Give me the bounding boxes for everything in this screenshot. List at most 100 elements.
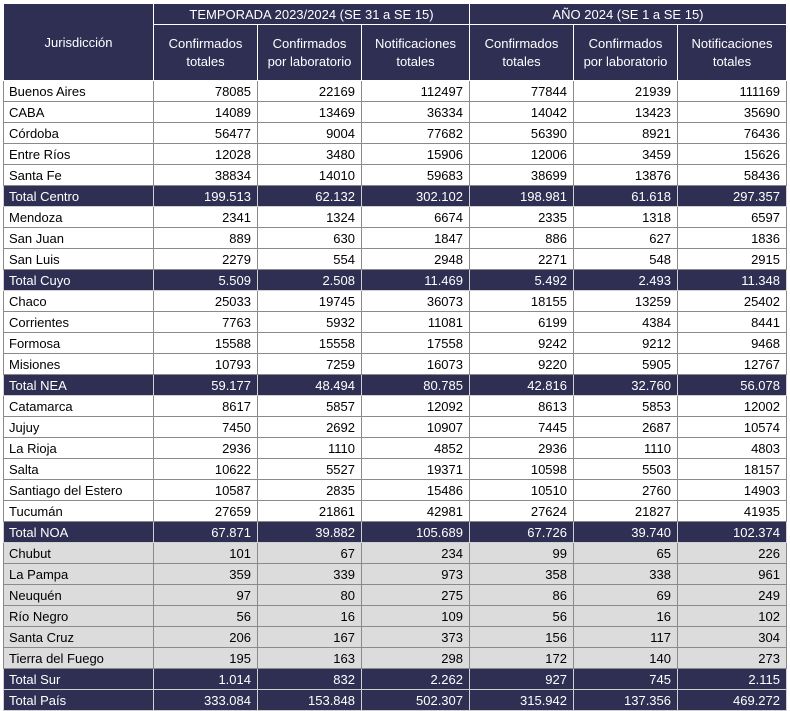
- value-cell: 275: [361, 584, 470, 606]
- value-cell: 15626: [677, 143, 787, 165]
- value-cell: 167: [257, 626, 362, 648]
- value-cell: 109: [361, 605, 470, 627]
- header-group-season: TEMPORADA 2023/2024 (SE 31 a SE 15): [153, 3, 470, 25]
- value-cell: 10587: [153, 479, 258, 501]
- table-row: Chubut 101 67 234 99 65 226: [3, 542, 787, 564]
- header-jurisdiction: Jurisdicción: [3, 3, 154, 81]
- value-cell: 226: [677, 542, 787, 564]
- value-cell: 67.726: [469, 521, 574, 543]
- table-row: Córdoba 56477 9004 77682 56390 8921 76436: [3, 122, 787, 144]
- value-cell: 59683: [361, 164, 470, 186]
- value-cell: 36334: [361, 101, 470, 123]
- jurisdiction-name-cell: Total NEA: [3, 374, 154, 396]
- value-cell: 56477: [153, 122, 258, 144]
- table-row: La Rioja 2936 1110 4852 2936 1110 4803: [3, 437, 787, 459]
- value-cell: 99: [469, 542, 574, 564]
- value-cell: 13259: [573, 290, 678, 312]
- value-cell: 832: [257, 668, 362, 690]
- value-cell: 80.785: [361, 374, 470, 396]
- value-cell: 10510: [469, 479, 574, 501]
- jurisdiction-name-cell: Total NOA: [3, 521, 154, 543]
- value-cell: 67.871: [153, 521, 258, 543]
- value-cell: 67: [257, 542, 362, 564]
- jurisdiction-name-cell: Tucumán: [3, 500, 154, 522]
- value-cell: 297.357: [677, 185, 787, 207]
- value-cell: 62.132: [257, 185, 362, 207]
- table-row: Buenos Aires 78085 22169 112497 77844 21939 11…: [3, 80, 787, 102]
- value-cell: 22169: [257, 80, 362, 102]
- value-cell: 2936: [153, 437, 258, 459]
- table-row: CABA 14089 13469 36334 14042 13423 35690: [3, 101, 787, 123]
- value-cell: 886: [469, 227, 574, 249]
- value-cell: 21939: [573, 80, 678, 102]
- value-cell: 56: [469, 605, 574, 627]
- value-cell: 38699: [469, 164, 574, 186]
- header-col-confirmed-lab-year: Confirmados por laboratorio: [573, 24, 678, 81]
- value-cell: 2692: [257, 416, 362, 438]
- jurisdiction-name-cell: Santa Fe: [3, 164, 154, 186]
- value-cell: 2.262: [361, 668, 470, 690]
- value-cell: 137.356: [573, 689, 678, 711]
- value-cell: 41935: [677, 500, 787, 522]
- value-cell: 5503: [573, 458, 678, 480]
- value-cell: 469.272: [677, 689, 787, 711]
- value-cell: 8617: [153, 395, 258, 417]
- value-cell: 19745: [257, 290, 362, 312]
- header-col-notifications-season: Notificaciones totales: [361, 24, 470, 81]
- value-cell: 373: [361, 626, 470, 648]
- table-row: Santiago del Estero 10587 2835 15486 10510 27…: [3, 479, 787, 501]
- header-col-confirmed-lab-season: Confirmados por laboratorio: [257, 24, 362, 81]
- value-cell: 2.493: [573, 269, 678, 291]
- value-cell: 2279: [153, 248, 258, 270]
- jurisdiction-name-cell: Salta: [3, 458, 154, 480]
- value-cell: 25402: [677, 290, 787, 312]
- value-cell: 554: [257, 248, 362, 270]
- jurisdiction-name-cell: Total Sur: [3, 668, 154, 690]
- data-table-container: Jurisdicción TEMPORADA 2023/2024 (SE 31 …: [3, 3, 787, 711]
- value-cell: 19371: [361, 458, 470, 480]
- header-group-year: AÑO 2024 (SE 1 a SE 15): [469, 3, 787, 25]
- value-cell: 302.102: [361, 185, 470, 207]
- value-cell: 206: [153, 626, 258, 648]
- value-cell: 5853: [573, 395, 678, 417]
- value-cell: 973: [361, 563, 470, 585]
- value-cell: 9004: [257, 122, 362, 144]
- table-body: Buenos Aires 78085 22169 112497 77844 21939 11…: [3, 80, 787, 711]
- value-cell: 12006: [469, 143, 574, 165]
- value-cell: 339: [257, 563, 362, 585]
- value-cell: 11.469: [361, 269, 470, 291]
- value-cell: 117: [573, 626, 678, 648]
- value-cell: 333.084: [153, 689, 258, 711]
- value-cell: 4852: [361, 437, 470, 459]
- table-row: Entre Ríos 12028 3480 15906 12006 3459 15626: [3, 143, 787, 165]
- table-row-total: Total Sur 1.014 832 2.262 927 745 2.115: [3, 668, 787, 690]
- jurisdiction-name-cell: Chubut: [3, 542, 154, 564]
- jurisdiction-name-cell: Mendoza: [3, 206, 154, 228]
- value-cell: 5.509: [153, 269, 258, 291]
- value-cell: 2.508: [257, 269, 362, 291]
- jurisdiction-cases-table: Jurisdicción TEMPORADA 2023/2024 (SE 31 …: [3, 3, 787, 711]
- value-cell: 2341: [153, 206, 258, 228]
- value-cell: 77682: [361, 122, 470, 144]
- jurisdiction-name-cell: CABA: [3, 101, 154, 123]
- table-row-total: Total NEA 59.177 48.494 80.785 42.816 32.760 5…: [3, 374, 787, 396]
- jurisdiction-name-cell: La Rioja: [3, 437, 154, 459]
- value-cell: 9242: [469, 332, 574, 354]
- value-cell: 102: [677, 605, 787, 627]
- table-row: Tierra del Fuego 195 163 298 172 140 273: [3, 647, 787, 669]
- value-cell: 304: [677, 626, 787, 648]
- jurisdiction-name-cell: Total Cuyo: [3, 269, 154, 291]
- value-cell: 2835: [257, 479, 362, 501]
- jurisdiction-name-cell: La Pampa: [3, 563, 154, 585]
- value-cell: 12002: [677, 395, 787, 417]
- value-cell: 16: [257, 605, 362, 627]
- table-row-total: Total Cuyo 5.509 2.508 11.469 5.492 2.493 11.3…: [3, 269, 787, 291]
- value-cell: 86: [469, 584, 574, 606]
- jurisdiction-name-cell: Córdoba: [3, 122, 154, 144]
- value-cell: 25033: [153, 290, 258, 312]
- jurisdiction-name-cell: Catamarca: [3, 395, 154, 417]
- value-cell: 1318: [573, 206, 678, 228]
- jurisdiction-name-cell: Jujuy: [3, 416, 154, 438]
- value-cell: 156: [469, 626, 574, 648]
- value-cell: 198.981: [469, 185, 574, 207]
